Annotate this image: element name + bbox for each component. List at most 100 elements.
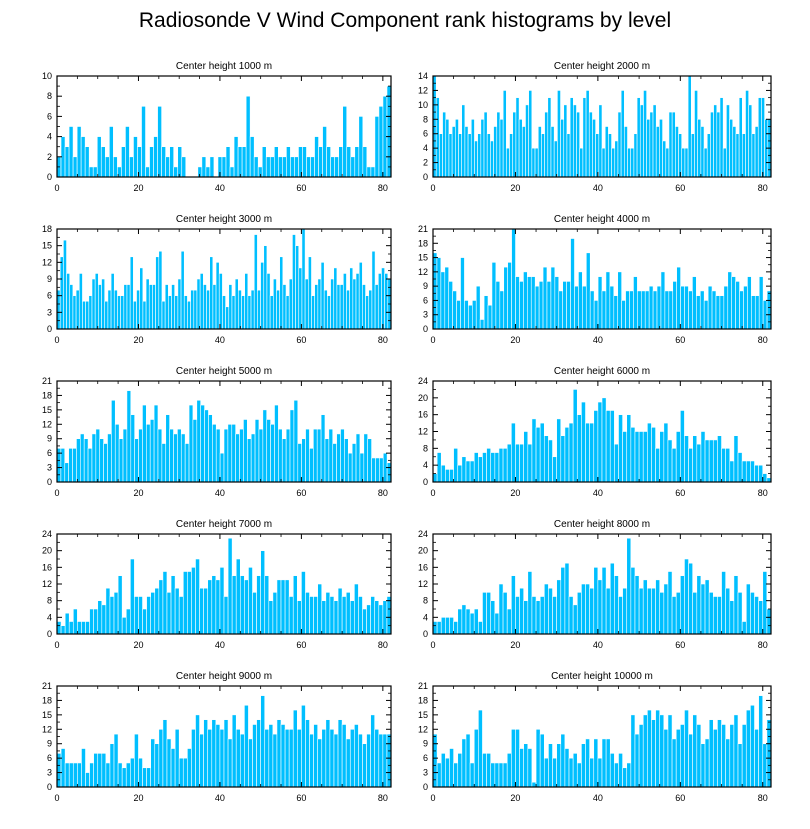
histogram-bar [633, 276, 638, 330]
histogram-bar [374, 728, 380, 788]
histogram-bar [145, 278, 150, 330]
histogram-bar [725, 587, 731, 635]
histogram-bar [208, 414, 213, 483]
histogram-bar [354, 146, 360, 178]
histogram-bar [625, 290, 630, 330]
histogram-bar [581, 401, 586, 483]
histogram-bar [199, 733, 204, 788]
histogram-bar [684, 435, 689, 483]
histogram-bar [258, 428, 264, 483]
histogram-bar [700, 743, 706, 788]
histogram-bar [174, 295, 179, 330]
y-tick-label: 0 [47, 629, 52, 639]
y-tick-label: 8 [423, 596, 428, 606]
histogram-bar [605, 410, 611, 483]
histogram-bar [634, 575, 640, 635]
histogram-bar [82, 300, 86, 330]
histogram-bar [282, 284, 287, 330]
histogram-bar [148, 284, 153, 330]
histogram-bar [314, 136, 319, 178]
histogram-bar [585, 90, 590, 178]
histogram-bar [699, 290, 705, 330]
histogram-bar [486, 133, 491, 178]
histogram-bar [700, 431, 706, 483]
histogram-bar [608, 133, 612, 178]
histogram-bar [207, 579, 213, 635]
histogram-bar [609, 410, 615, 483]
histogram-bar [527, 276, 532, 330]
histogram-bar [109, 596, 115, 635]
histogram-bar [231, 423, 236, 483]
histogram-bar [94, 273, 99, 330]
y-tick-label: 24 [418, 529, 428, 539]
histogram-bar [589, 422, 595, 483]
histogram-bar [507, 262, 512, 330]
y-tick-label: 2 [423, 158, 428, 168]
x-tick-label: 40 [593, 183, 603, 193]
histogram-bar [739, 290, 744, 330]
y-tick-label: 0 [423, 782, 428, 792]
histogram-bar [325, 592, 331, 635]
histogram-bar [678, 133, 683, 178]
histogram-bar [519, 587, 524, 635]
histogram-bar [455, 118, 459, 178]
histogram-bar [219, 452, 225, 483]
y-tick-label: 3 [47, 768, 52, 778]
histogram-bar [191, 567, 196, 635]
histogram-bar [358, 262, 363, 330]
y-tick-label: 21 [418, 224, 428, 234]
histogram-bar [601, 738, 607, 788]
histogram-bar [453, 762, 459, 788]
histogram-bar [464, 300, 469, 330]
histogram-bar [531, 596, 537, 635]
y-tick-label: 21 [42, 376, 52, 386]
histogram-bar [157, 106, 162, 178]
histogram-bar [473, 728, 479, 788]
y-tick-label: 9 [423, 281, 428, 291]
y-tick-label: 4 [423, 612, 428, 622]
histogram-bar [696, 295, 701, 330]
histogram-bar [451, 126, 456, 178]
histogram-bar [609, 562, 615, 635]
histogram-bar [636, 97, 641, 178]
histogram-bar [347, 452, 353, 483]
histogram-bar [630, 567, 636, 635]
histogram-bar [215, 724, 221, 788]
histogram-bar [574, 285, 579, 330]
histogram-bar [323, 289, 328, 330]
panel-title: Center height 1000 m [176, 61, 272, 72]
histogram-bar [88, 166, 94, 178]
histogram-bar [253, 234, 258, 330]
histogram-bar [222, 295, 226, 330]
histogram-bar [336, 284, 341, 330]
x-tick-label: 20 [510, 335, 520, 345]
histogram-bar [121, 617, 127, 635]
histogram-bar [77, 621, 82, 635]
histogram-bar [747, 276, 752, 330]
histogram-bar [442, 111, 447, 178]
histogram-bar [342, 106, 348, 178]
histogram-bar [181, 156, 187, 178]
x-tick-label: 0 [54, 640, 59, 650]
histogram-panel-6: Center height 6000 m 0 4 8 12 16 20 24 0 20 40 60 80 [418, 366, 772, 498]
histogram-bar [582, 285, 587, 330]
histogram-bar [278, 428, 283, 483]
y-tick-label: 6 [423, 295, 428, 305]
histogram-bar [634, 733, 640, 788]
histogram-bar [585, 738, 590, 788]
histogram-bar [150, 592, 156, 635]
histogram-bar [215, 262, 220, 330]
histogram-bar [552, 456, 557, 483]
histogram-bar [651, 426, 656, 483]
histogram-bar [234, 278, 239, 330]
histogram-panel-7: Center height 7000 m 0 4 8 12 16 20 24 0 20 40 60 80 [42, 519, 392, 650]
histogram-bar [329, 728, 335, 788]
histogram-bar [486, 448, 492, 483]
histogram-bar [449, 748, 454, 788]
histogram-bar [285, 428, 291, 483]
panel-title: Center height 5000 m [176, 366, 272, 377]
histogram-bar [113, 733, 119, 788]
histogram-bar [750, 460, 755, 483]
histogram-bar [320, 262, 325, 330]
histogram-bar [104, 300, 109, 330]
